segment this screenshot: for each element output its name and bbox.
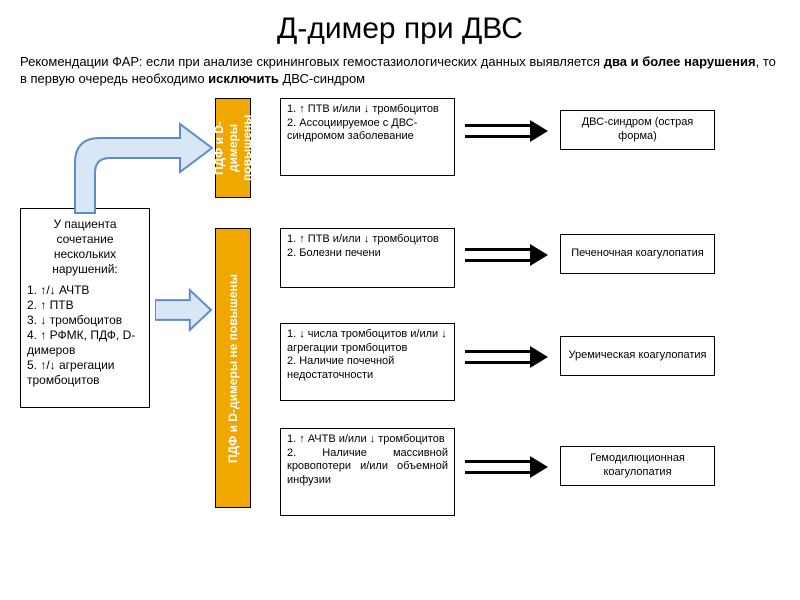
patient-findings-box: У пациента сочетание нескольких нарушени… — [20, 208, 150, 408]
diagnosis-box-3: Гемодилюционная коагулопатия — [560, 446, 715, 486]
diagnosis-box-0: ДВС-синдром (острая форма) — [560, 110, 715, 150]
diagnosis-box-2: Уремическая коагулопатия — [560, 336, 715, 376]
implies-arrow-3 — [465, 454, 550, 480]
diagnosis-box-1: Печеночная коагулопатия — [560, 234, 715, 274]
criteria-box-0: 1. ↑ ПТВ и/или ↓ тромбоцитов2. Ассоцииру… — [280, 98, 455, 176]
subtitle-bold2: исключить — [208, 71, 279, 86]
criteria-box-3: 1. ↑ АЧТВ и/или ↓ тромбоцитов2. Наличие … — [280, 428, 455, 516]
criteria-box-2: 1. ↓ числа тромбоцитов и/или ↓ агрегации… — [280, 323, 455, 401]
subtitle: Рекомендации ФАР: если при анализе скрин… — [20, 54, 780, 88]
flowchart: У пациента сочетание нескольких нарушени… — [20, 98, 780, 558]
main-arrow — [155, 288, 213, 332]
subtitle-part: ДВС-синдром — [279, 71, 365, 86]
implies-arrow-1 — [465, 242, 550, 268]
subtitle-part: Рекомендации ФАР: если при анализе скрин… — [20, 54, 604, 69]
page-title: Д-димер при ДВС — [20, 12, 780, 46]
implies-arrow-0 — [465, 118, 550, 144]
criteria-box-1: 1. ↑ ПТВ и/или ↓ тромбоцитов2. Болезни п… — [280, 228, 455, 288]
implies-arrow-2 — [465, 344, 550, 370]
curved-arrow — [40, 118, 230, 238]
subtitle-bold1: два и более нарушения — [604, 54, 756, 69]
vbox-not-elevated: ПДФ и D-димеры не повышены — [215, 228, 251, 508]
